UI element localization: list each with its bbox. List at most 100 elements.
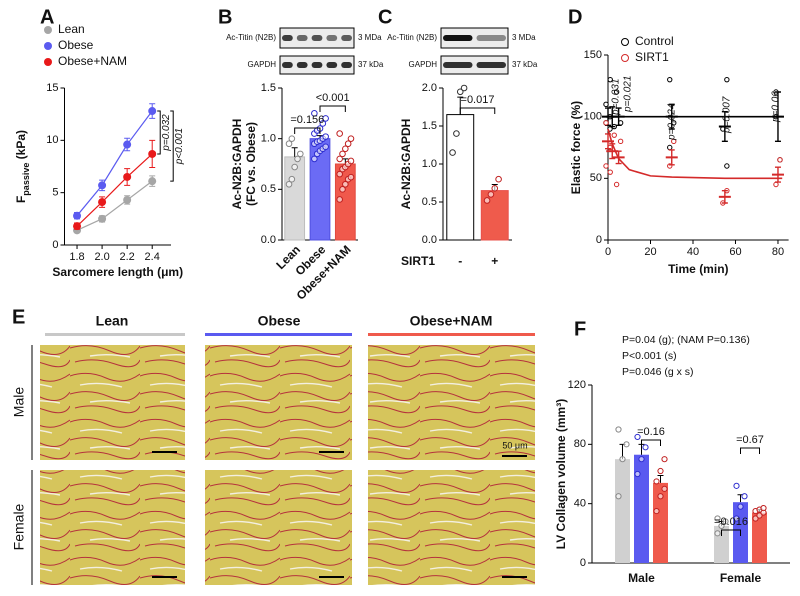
- comparison-bracket: [319, 105, 346, 112]
- data-point: [603, 120, 609, 126]
- y-tick-label: 0.5: [261, 183, 276, 195]
- data-point: [615, 426, 622, 433]
- data-point: [291, 163, 298, 171]
- data-point: [322, 143, 329, 151]
- data-point: [322, 115, 329, 122]
- column-bar: [205, 333, 352, 336]
- point: [123, 195, 132, 204]
- y-tick-label: 120: [568, 379, 586, 391]
- comparison-label: =0.156: [290, 114, 324, 126]
- data-point: [347, 157, 355, 165]
- data-point: [634, 433, 641, 441]
- y-tick-label: 0.5: [422, 196, 437, 208]
- stats-label: P=0.04 (g); (NAM P=0.136): [622, 334, 750, 346]
- data-point: [487, 191, 495, 198]
- blot-band: [476, 35, 506, 41]
- y-axis-label: Elastic force (%): [569, 101, 583, 194]
- column-header: Obese: [258, 313, 301, 329]
- data-point: [722, 518, 729, 525]
- comparison-bracket: [459, 107, 496, 114]
- legend-label: Obese+NAM: [58, 54, 127, 68]
- blot-band: [282, 62, 293, 68]
- x-axis-label: Sarcomere length (μm): [52, 265, 183, 279]
- blot-band: [326, 35, 338, 41]
- blot-band: [476, 62, 506, 68]
- point: [98, 214, 107, 223]
- y-tick-label: 80: [574, 438, 586, 450]
- data-point: [671, 138, 677, 145]
- y-tick-label: 40: [574, 498, 586, 510]
- y-tick-label: 5: [52, 187, 58, 199]
- point: [98, 198, 107, 207]
- y-axis-label-unit: (kPa): [14, 130, 28, 163]
- comparison-label: =0.67: [736, 434, 764, 446]
- y-axis-label-sub: passive: [21, 163, 31, 196]
- panel-letter: E: [12, 306, 25, 328]
- x-tick-label: 0: [605, 246, 611, 258]
- data-point: [613, 89, 620, 95]
- y-axis-label: Ac-N2B:GAPDH: [230, 119, 244, 210]
- y-tick-label: 0: [580, 557, 586, 569]
- data-point: [336, 130, 343, 137]
- y-tick-label: 0.0: [261, 234, 276, 246]
- comparison-bracket: [641, 439, 661, 446]
- stats-label: P<0.001 (s): [622, 350, 677, 362]
- data-point: [288, 135, 296, 142]
- panel-letter: B: [218, 6, 232, 28]
- blot-label: Ac-Titin (N2B): [387, 33, 437, 42]
- y-tick-label: 150: [584, 49, 602, 61]
- data-point: [285, 140, 293, 148]
- panel-letter: D: [568, 6, 582, 28]
- blot-band: [311, 35, 323, 41]
- comparison-label: =0.017: [461, 94, 495, 106]
- legend-marker: [44, 58, 52, 66]
- legend-marker: [621, 38, 629, 46]
- data-point: [460, 84, 468, 92]
- blot-band: [326, 62, 338, 68]
- y-tick-label: 15: [46, 82, 58, 94]
- blot-label: GAPDH: [248, 60, 277, 69]
- blot-band: [296, 62, 308, 68]
- data-point: [603, 101, 609, 108]
- bar: [752, 512, 767, 563]
- scale-bar-label: 50 μm: [502, 440, 527, 450]
- point: [148, 177, 157, 186]
- point: [73, 211, 82, 220]
- data-point: [661, 456, 668, 463]
- y-tick-label: 1.0: [422, 158, 437, 170]
- x-tick-label: 2.4: [145, 251, 160, 263]
- data-point: [342, 145, 349, 153]
- blot-band: [443, 62, 473, 68]
- p-value-label: p=0.06: [771, 91, 782, 123]
- data-point: [752, 515, 759, 522]
- data-point: [724, 163, 730, 169]
- y-tick-label: 0: [596, 234, 602, 246]
- data-point: [737, 503, 744, 510]
- comparison-label: =0.16: [637, 426, 665, 438]
- y-axis-label: LV Collagen volume (mm³): [554, 399, 568, 549]
- data-point: [336, 170, 343, 178]
- legend-label: SIRT1: [635, 50, 669, 64]
- data-point: [611, 132, 617, 138]
- point: [148, 149, 157, 158]
- data-point: [634, 470, 641, 478]
- data-point: [339, 186, 346, 193]
- comparison-label: =0.016: [714, 516, 748, 528]
- y-tick-label: 2.0: [422, 82, 437, 94]
- blot-band: [341, 62, 352, 68]
- x-tick-label: Male: [628, 571, 655, 585]
- x-tick-label: 2.0: [94, 251, 109, 263]
- point: [148, 107, 157, 116]
- data-point: [495, 175, 502, 183]
- data-point: [714, 515, 721, 522]
- data-point: [319, 120, 327, 127]
- data-point: [760, 505, 767, 512]
- legend-label: Control: [635, 34, 674, 48]
- stats-label: P=0.046 (g x s): [622, 366, 694, 378]
- x-tick-label: +: [491, 254, 498, 268]
- data-point: [653, 478, 660, 485]
- p-value-label: p=0.007: [722, 96, 733, 134]
- y-tick-label: 1.0: [261, 133, 276, 145]
- comparison-bracket: [740, 447, 760, 454]
- histology-image: [368, 345, 535, 460]
